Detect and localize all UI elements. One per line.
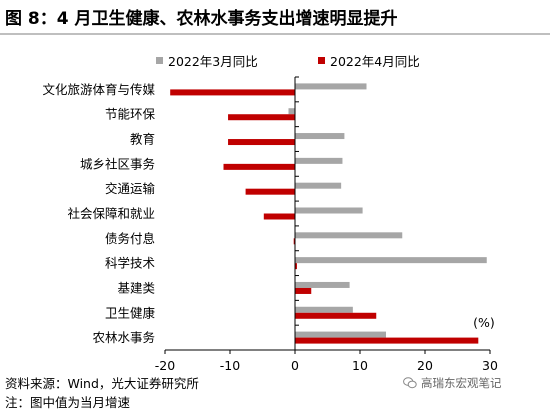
legend-item-april: 2022年4月同比 [318,51,420,70]
bar-march [295,182,342,189]
bar-march [295,331,386,338]
category-label: 基建类 [117,280,155,295]
legend-swatch-march [156,57,163,64]
wechat-icon [403,377,417,389]
category-label: 文化旅游体育与传媒 [42,82,155,97]
bar-march [295,83,367,90]
legend-label-april: 2022年4月同比 [330,54,420,69]
watermark-text: 高瑞东宏观笔记 [421,376,502,390]
bar-march [295,281,350,288]
category-label: 城乡社区事务 [80,156,155,171]
category-label: 教育 [130,132,155,147]
figure-title: 图 8：4 月卫生健康、农林水事务支出增速明显提升 [5,9,398,29]
category-label: 社会保障和就业 [67,206,155,221]
legend-swatch-april [318,57,325,64]
x-tick-label: 0 [291,358,299,373]
title-divider [0,33,550,35]
category-label: 卫生健康 [105,305,156,320]
x-tick-label: -20 [155,358,175,373]
bar-march [295,257,487,264]
bar-april [228,114,295,121]
bar-april [263,213,295,220]
unit-label: (%) [473,315,495,330]
bar-april [295,287,312,294]
source-note: 资料来源：Wind，光大证券研究所 [5,376,199,391]
value-note: 注：图中值为当月增速 [5,395,131,410]
x-tick-label: 10 [352,358,368,373]
bar-april [295,263,297,270]
x-tick-label: -10 [220,358,240,373]
watermark: 高瑞东宏观笔记 [403,375,502,391]
x-tick-label: 30 [482,358,498,373]
bar-april [295,337,479,344]
bar-april [228,139,295,146]
category-label: 节能环保 [105,107,156,122]
bar-march [295,207,363,214]
bar-march [288,108,295,115]
category-label: 农林水事务 [92,330,155,345]
legend-label-march: 2022年3月同比 [168,54,258,69]
bar-april [245,188,295,195]
category-label: 债务付息 [105,231,155,246]
bar-april [293,238,295,245]
bar-march [295,306,353,313]
category-label: 交通运输 [105,181,156,196]
category-label: 科学技术 [105,256,156,271]
x-tick-label: 20 [417,358,433,373]
bar-march [295,232,403,239]
bar-april [295,312,377,319]
bar-april [170,89,295,96]
bar-april [223,163,295,170]
bar-march [295,133,345,140]
legend-item-march: 2022年3月同比 [156,51,258,70]
bar-march [295,157,343,164]
